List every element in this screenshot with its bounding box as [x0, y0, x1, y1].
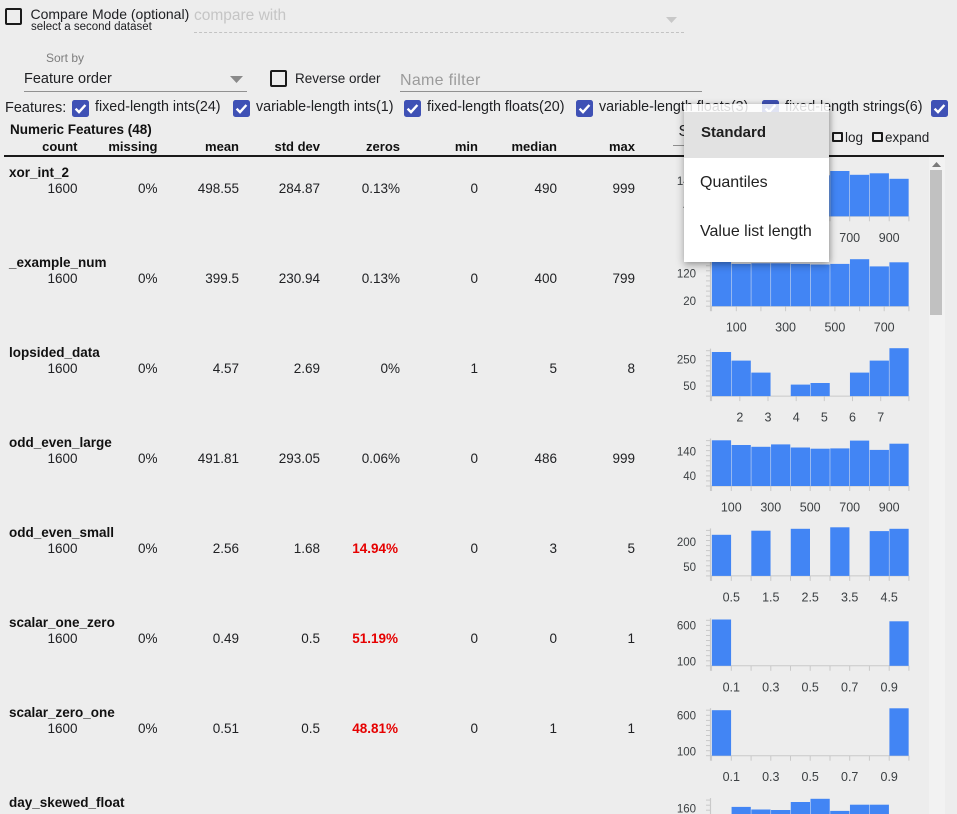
svg-text:0.9: 0.9	[881, 680, 898, 694]
svg-text:40: 40	[683, 471, 696, 483]
svg-text:250: 250	[677, 355, 696, 367]
svg-text:500: 500	[824, 321, 845, 335]
svg-text:600: 600	[677, 711, 696, 723]
svg-text:50: 50	[683, 562, 696, 574]
svg-text:100: 100	[726, 321, 747, 335]
svg-text:3.5: 3.5	[841, 590, 858, 604]
svg-text:300: 300	[775, 321, 796, 335]
svg-text:600: 600	[677, 621, 696, 633]
svg-text:0.1: 0.1	[723, 680, 740, 694]
svg-text:3: 3	[765, 411, 772, 425]
svg-text:7: 7	[877, 411, 884, 425]
svg-text:120: 120	[677, 269, 696, 281]
svg-text:4: 4	[793, 411, 800, 425]
svg-text:0.9: 0.9	[881, 770, 898, 784]
svg-text:200: 200	[677, 537, 696, 549]
svg-text:50: 50	[683, 381, 696, 393]
svg-text:0.5: 0.5	[723, 590, 740, 604]
svg-text:900: 900	[879, 231, 900, 245]
svg-text:100: 100	[677, 747, 696, 759]
svg-text:20: 20	[683, 296, 696, 308]
svg-text:140: 140	[677, 446, 696, 458]
svg-text:900: 900	[879, 501, 900, 515]
svg-text:4.5: 4.5	[881, 590, 898, 604]
svg-text:0.3: 0.3	[762, 770, 779, 784]
svg-text:0.7: 0.7	[841, 680, 858, 694]
svg-text:6: 6	[849, 411, 856, 425]
svg-text:0.1: 0.1	[723, 770, 740, 784]
svg-text:0.5: 0.5	[802, 680, 819, 694]
svg-text:700: 700	[839, 231, 860, 245]
svg-text:100: 100	[677, 657, 696, 669]
svg-text:2: 2	[736, 411, 743, 425]
svg-text:160: 160	[677, 804, 696, 814]
svg-text:700: 700	[874, 321, 895, 335]
svg-text:5: 5	[821, 411, 828, 425]
svg-text:2.5: 2.5	[802, 590, 819, 604]
svg-text:0.3: 0.3	[762, 680, 779, 694]
svg-text:300: 300	[760, 501, 781, 515]
svg-text:1.5: 1.5	[762, 590, 779, 604]
svg-text:700: 700	[839, 501, 860, 515]
svg-text:500: 500	[800, 501, 821, 515]
svg-text:100: 100	[721, 501, 742, 515]
svg-text:0.7: 0.7	[841, 770, 858, 784]
svg-text:0.5: 0.5	[802, 770, 819, 784]
